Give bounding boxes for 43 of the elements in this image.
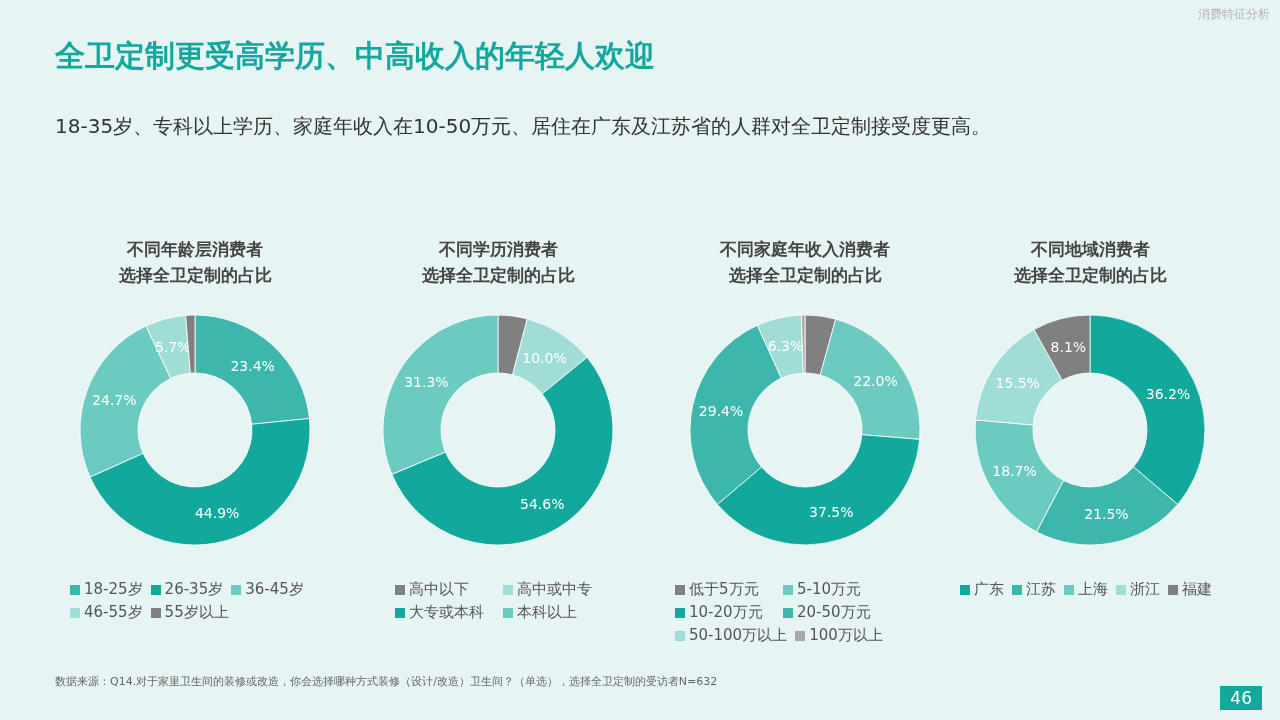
legend-label: 20-50万元 [797, 603, 871, 622]
data-label: 10.0% [522, 349, 567, 366]
data-label: 23.4% [230, 358, 275, 375]
legend-label: 10-20万元 [689, 603, 763, 622]
source-note: 数据来源：Q14.对于家里卫生间的装修或改造，你会选择哪种方式装修（设计/改造）卫生间？（单选），选择全卫定制的受访者N=632 [55, 674, 718, 689]
data-label: 18.7% [992, 463, 1037, 480]
legend-label: 100万以上 [809, 626, 883, 645]
legend-label: 18-25岁 [84, 580, 143, 599]
data-label: 54.6% [520, 495, 565, 512]
chart-title: 不同家庭年收入消费者选择全卫定制的占比 [719, 238, 891, 287]
legend-label: 46-55岁 [84, 603, 143, 622]
legend-label: 高中以下 [409, 580, 469, 599]
data-label: 21.5% [1084, 506, 1129, 523]
text: 全卫定制更受高学历、中高收入的年轻人欢迎 [55, 37, 655, 75]
data-label: 31.3% [404, 374, 449, 391]
chart-title: 不同年龄层消费者选择全卫定制的占比 [117, 238, 273, 287]
text: 18-35岁、专科以上学历、家庭年收入在10-50万元、居住在广东及江苏省的人群对全卫定制接受度更高。 [55, 113, 992, 140]
text: 46 [1220, 686, 1262, 710]
data-label: 37.5% [809, 503, 854, 520]
legend-label: 高中或中专 [517, 580, 592, 599]
legend-label: 本科以上 [517, 603, 577, 622]
legend-label: 低于5万元 [689, 580, 759, 599]
legend-label: 55岁以上 [164, 603, 229, 622]
data-label: 22.0% [853, 372, 898, 389]
legend-label: 大专或本科 [409, 603, 484, 622]
data-label: 8.1% [1050, 338, 1087, 355]
legend-label: 50-100万以上 [689, 626, 788, 645]
data-label: 15.5% [995, 375, 1041, 392]
data-label: 24.7% [92, 392, 137, 409]
data-label: 6.3% [767, 338, 804, 355]
chart-title: 不同地域消费者选择全卫定制的占比 [1012, 238, 1168, 287]
data-label: 36.2% [1145, 385, 1191, 402]
data-label: 44.9% [194, 505, 240, 522]
legend-label: 36-45岁 [245, 580, 304, 599]
legend-label: 5-10万元 [797, 580, 862, 599]
chart-title: 不同学历消费者选择全卫定制的占比 [420, 238, 576, 287]
data-label: 29.4% [698, 403, 744, 420]
legend-label: 福建 [1182, 580, 1212, 599]
legend-label: 上海 [1078, 580, 1108, 599]
legend-label: 广东 [974, 580, 1004, 599]
legend-label: 江苏 [1026, 580, 1056, 599]
legend-label: 26-35岁 [164, 580, 224, 599]
legend-label: 浙江 [1130, 580, 1160, 599]
